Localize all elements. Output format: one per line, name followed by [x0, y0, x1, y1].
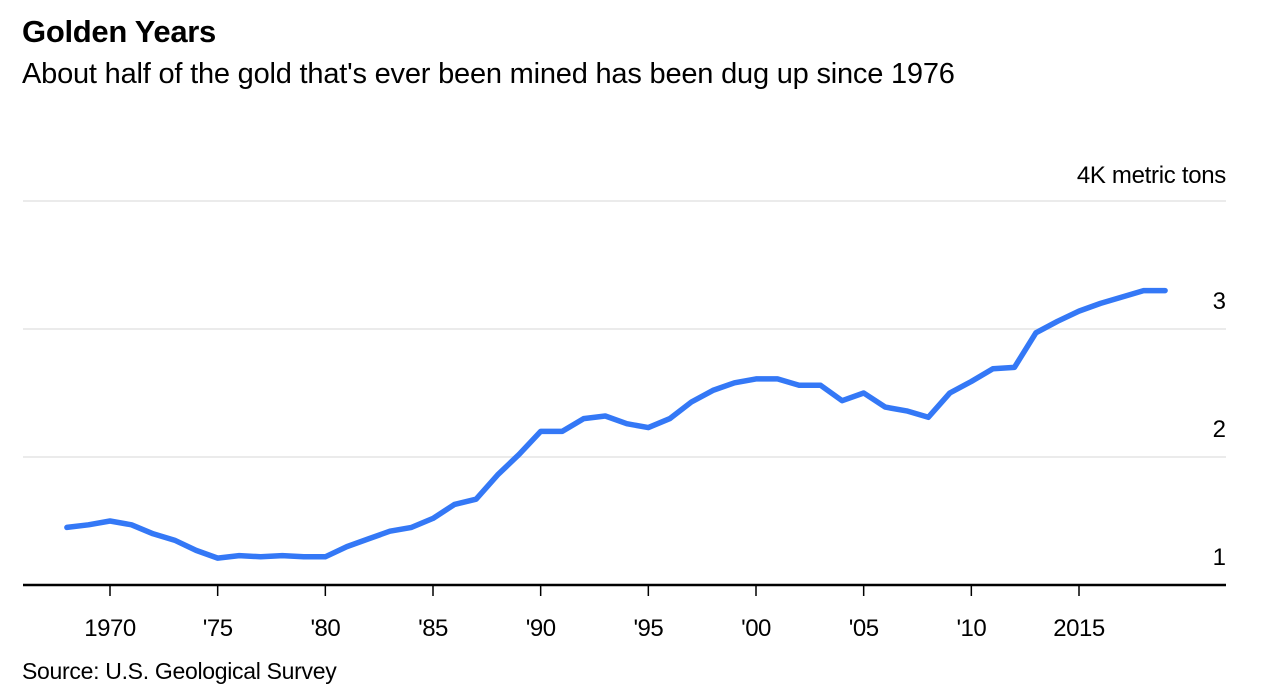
- y-axis-labels: 1 2 3 4K metric tons: [1077, 162, 1227, 571]
- series-layer: [64, 287, 1168, 561]
- x-axis-labels: 1970 '75 '80 '85 '90 '95 '00 '05 '10 2015: [84, 615, 1105, 642]
- x-tick-label: 1970: [84, 615, 136, 642]
- y-tick-label: 3: [1213, 288, 1226, 315]
- x-axis: [23, 583, 1226, 596]
- x-tick-label: '90: [526, 615, 556, 642]
- y-axis-unit-label: 4K metric tons: [1077, 162, 1226, 189]
- x-tick-label: 2015: [1053, 615, 1105, 642]
- series-line: [64, 287, 1168, 561]
- x-tick-label: '75: [203, 615, 233, 642]
- x-tick-label: '95: [633, 615, 663, 642]
- x-tick-label: '80: [310, 615, 340, 642]
- y-tick-label: 2: [1213, 416, 1226, 443]
- chart-subtitle: About half of the gold that's ever been …: [22, 58, 955, 90]
- chart-title: Golden Years: [22, 14, 216, 49]
- x-tick-label: '85: [418, 615, 448, 642]
- gridlines: [23, 200, 1226, 458]
- y-tick-label: 1: [1213, 544, 1226, 571]
- source-note: Source: U.S. Geological Survey: [22, 658, 337, 684]
- x-tick-label: '10: [956, 615, 986, 642]
- x-tick-label: '05: [849, 615, 879, 642]
- x-tick-label: '00: [741, 615, 771, 642]
